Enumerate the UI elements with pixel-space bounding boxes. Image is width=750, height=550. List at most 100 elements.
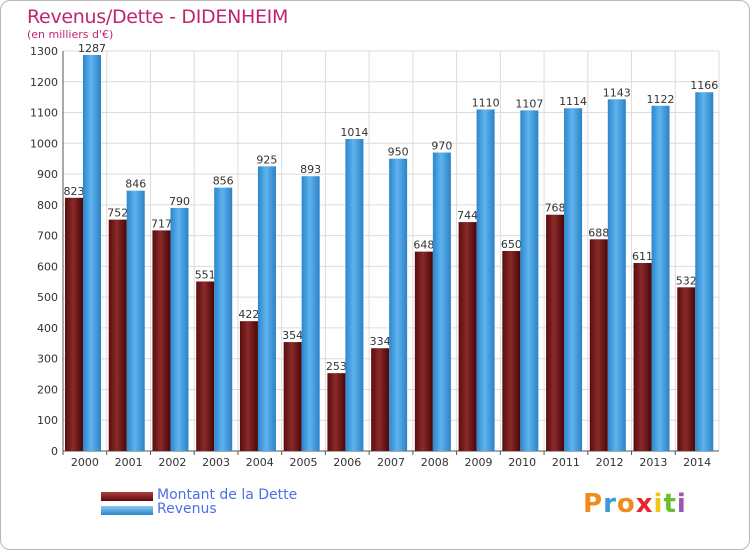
x-tick-label: 2003 — [202, 456, 230, 469]
data-label: 1014 — [340, 126, 368, 139]
bar-revenus — [301, 176, 320, 451]
data-label: 1114 — [559, 95, 587, 108]
x-tick-label: 2014 — [683, 456, 711, 469]
bar-revenus — [170, 207, 189, 451]
y-tick-label: 500 — [37, 291, 58, 304]
data-label: 846 — [125, 178, 146, 191]
data-label: 1110 — [472, 96, 500, 109]
data-label: 1107 — [515, 97, 543, 110]
x-tick-label: 2006 — [333, 456, 361, 469]
bar-dette — [108, 219, 127, 451]
x-tick-label: 2002 — [158, 456, 186, 469]
data-label: 422 — [238, 308, 259, 321]
y-tick-label: 200 — [37, 383, 58, 396]
data-label: 717 — [151, 217, 172, 230]
logo-letter: i — [653, 489, 664, 519]
bar-revenus — [214, 187, 233, 451]
bar-revenus — [695, 92, 714, 451]
data-label: 688 — [588, 226, 609, 239]
bar-revenus — [257, 166, 276, 451]
data-label: 925 — [256, 153, 277, 166]
bar-dette — [633, 263, 652, 451]
data-label: 650 — [501, 238, 522, 251]
bar-dette — [65, 197, 83, 451]
y-tick-label: 0 — [51, 445, 58, 458]
bar-dette — [677, 287, 696, 451]
bar-dette — [589, 239, 608, 451]
y-tick-label: 900 — [37, 168, 58, 181]
data-label: 1166 — [690, 79, 718, 92]
bar-dette — [196, 281, 215, 451]
x-tick-label: 2008 — [421, 456, 449, 469]
x-tick-label: 2004 — [246, 456, 274, 469]
bar-dette — [327, 373, 346, 451]
data-label: 744 — [457, 209, 478, 222]
chart-title: Revenus/Dette - DIDENHEIM — [27, 6, 289, 28]
bar-dette — [458, 222, 477, 451]
y-tick-label: 1100 — [30, 107, 58, 120]
bar-dette — [239, 321, 258, 451]
logo-letter: r — [603, 489, 617, 519]
data-label: 768 — [545, 202, 566, 215]
bar-revenus — [520, 110, 539, 451]
x-tick-label: 2011 — [552, 456, 580, 469]
data-label: 532 — [676, 274, 697, 287]
data-label: 1122 — [647, 93, 675, 106]
y-tick-label: 800 — [37, 199, 58, 212]
legend-label-dette: Montant de la Dette — [157, 487, 298, 503]
bar-revenus — [607, 99, 626, 452]
bar-revenus — [432, 152, 451, 452]
data-label: 648 — [413, 239, 434, 252]
data-label: 970 — [431, 140, 452, 153]
bar-dette — [283, 342, 302, 451]
y-tick-label: 1200 — [30, 76, 58, 89]
bar-revenus — [126, 190, 145, 451]
data-label: 1143 — [603, 86, 631, 99]
x-tick-label: 2007 — [377, 456, 405, 469]
data-label: 790 — [169, 195, 190, 208]
data-label: 893 — [300, 163, 321, 176]
bar-revenus — [389, 158, 408, 451]
x-tick-label: 2013 — [639, 456, 667, 469]
logo-letter: i — [676, 489, 687, 519]
x-tick-label: 2009 — [464, 456, 492, 469]
bar-revenus — [564, 108, 583, 451]
x-tick-label: 2001 — [115, 456, 143, 469]
data-label: 856 — [213, 175, 234, 188]
logo-letter: P — [583, 489, 604, 519]
data-label: 354 — [282, 329, 303, 342]
x-tick-label: 2000 — [71, 456, 99, 469]
y-tick-label: 600 — [37, 260, 58, 273]
logo-letter: o — [616, 489, 636, 519]
data-label: 1287 — [78, 42, 106, 55]
data-label: 334 — [370, 335, 391, 348]
logo-letter: x — [635, 489, 654, 519]
legend-swatch-dette — [101, 492, 153, 501]
x-tick-label: 2005 — [290, 456, 318, 469]
data-label: 823 — [64, 185, 85, 198]
y-tick-label: 700 — [37, 230, 58, 243]
bar-dette — [546, 214, 565, 451]
y-tick-label: 100 — [37, 414, 58, 427]
bar-revenus — [345, 139, 364, 451]
y-tick-label: 300 — [37, 353, 58, 366]
bar-revenus — [476, 109, 495, 451]
y-tick-label: 400 — [37, 322, 58, 335]
proxiti-logo: Proxiti — [583, 489, 687, 519]
bar-dette — [152, 230, 171, 451]
data-label: 752 — [107, 207, 128, 220]
bar-dette — [414, 251, 433, 451]
bar-dette — [371, 348, 390, 451]
bar-dette — [502, 251, 521, 451]
logo-letter: t — [663, 489, 677, 519]
legend-label-revenus: Revenus — [157, 501, 217, 517]
data-label: 253 — [326, 360, 347, 373]
data-label: 611 — [632, 250, 653, 263]
chart-subtitle: (en milliers d'€) — [27, 28, 114, 41]
y-tick-label: 1300 — [30, 45, 58, 58]
bar-revenus — [651, 105, 670, 452]
y-tick-label: 1000 — [30, 137, 58, 150]
legend-swatch-revenus — [101, 506, 153, 515]
